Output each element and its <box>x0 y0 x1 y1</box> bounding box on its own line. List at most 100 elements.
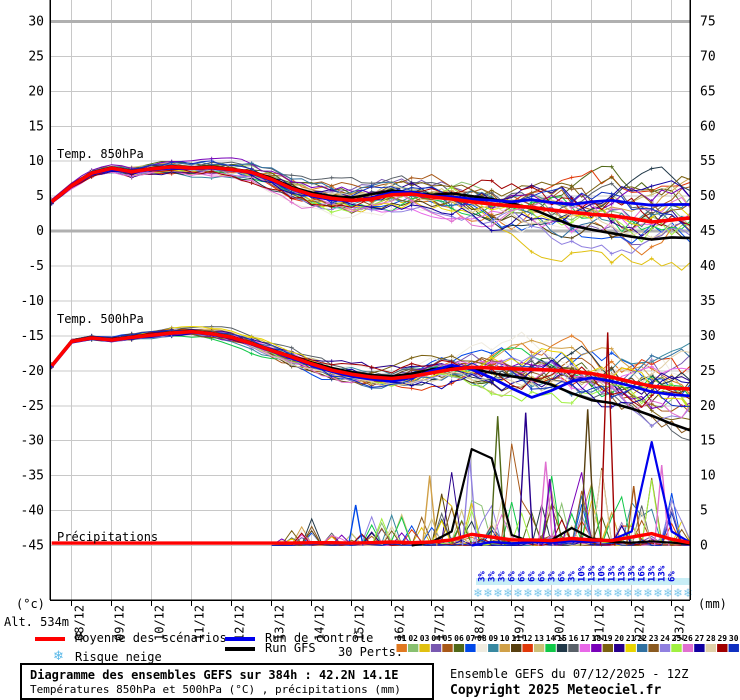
svg-text:❄: ❄ <box>573 586 582 601</box>
svg-text:3%: 3% <box>478 571 488 582</box>
svg-text:20: 20 <box>28 84 44 99</box>
snow-risk-row: ❄ ❄ ❄ ❄ ❄ ❄ ❄ ❄ ❄ ❄ ❄ ❄ ❄ ❄ ❄ ❄ ❄ ❄ ❄ ❄ ❄ ❄3% 3% 3% 6% 6% 6% 6% 3% 6%… <box>473 565 692 601</box>
svg-text:0: 0 <box>700 539 708 554</box>
chart-subtitle: Températures 850hPa et 500hPa (°C) , pré… <box>30 683 401 696</box>
chart-title: Diagramme des ensembles GEFS sur 384h : … <box>30 668 399 682</box>
svg-text:-10: -10 <box>21 294 44 309</box>
svg-text:13: 13 <box>534 634 544 643</box>
snowflake-icon: ❄ <box>53 649 64 664</box>
svg-text:5: 5 <box>36 189 44 204</box>
control-line-swatch <box>225 637 255 641</box>
svg-text:❄: ❄ <box>633 586 642 601</box>
svg-text:13%: 13% <box>588 565 598 582</box>
svg-text:30: 30 <box>700 329 716 344</box>
svg-text:❄: ❄ <box>583 586 592 601</box>
legend-snow-label: Risque neige <box>75 650 162 664</box>
svg-text:16/12: 16/12 <box>393 605 407 641</box>
svg-text:❄: ❄ <box>593 586 602 601</box>
svg-text:❄: ❄ <box>533 586 542 601</box>
svg-text:20: 20 <box>700 399 716 414</box>
svg-text:3%: 3% <box>568 571 578 582</box>
svg-text:45: 45 <box>700 224 716 239</box>
svg-text:12/12: 12/12 <box>233 605 247 641</box>
svg-text:3%: 3% <box>488 571 498 582</box>
svg-text:13/12: 13/12 <box>273 605 287 641</box>
svg-text:07: 07 <box>466 634 476 643</box>
svg-text:24: 24 <box>660 634 670 643</box>
svg-text:❄: ❄ <box>503 586 512 601</box>
legend-gfs-label: Run GFS <box>265 641 316 655</box>
svg-text:❄: ❄ <box>553 586 562 601</box>
svg-text:-15: -15 <box>21 329 44 344</box>
svg-text:❄: ❄ <box>643 586 652 601</box>
svg-text:15/12: 15/12 <box>353 605 367 641</box>
svg-text:23: 23 <box>649 634 659 643</box>
label-temp-500: Temp. 500hPa <box>57 312 144 326</box>
svg-text:25: 25 <box>700 364 716 379</box>
svg-text:❄: ❄ <box>663 586 672 601</box>
svg-text:09/12: 09/12 <box>113 605 127 641</box>
svg-text:6%: 6% <box>508 571 518 582</box>
copyright: Copyright 2025 Meteociel.fr <box>450 683 662 698</box>
svg-text:25: 25 <box>28 49 44 64</box>
svg-text:70: 70 <box>700 49 716 64</box>
svg-text:6%: 6% <box>668 571 678 582</box>
svg-text:20: 20 <box>614 634 624 643</box>
svg-text:❄: ❄ <box>543 586 552 601</box>
svg-text:02: 02 <box>408 634 418 643</box>
svg-text:11: 11 <box>511 634 521 643</box>
svg-text:-20: -20 <box>21 364 44 379</box>
svg-text:10: 10 <box>700 469 716 484</box>
svg-text:10%: 10% <box>578 565 588 582</box>
run-info: Ensemble GEFS du 07/12/2025 - 12Z <box>450 667 689 681</box>
svg-text:11/12: 11/12 <box>193 605 207 641</box>
svg-text:30: 30 <box>729 634 739 643</box>
svg-text:30: 30 <box>28 14 44 29</box>
svg-text:35: 35 <box>700 294 716 309</box>
svg-text:16: 16 <box>569 634 579 643</box>
svg-text:❄: ❄ <box>623 586 632 601</box>
svg-text:22/12: 22/12 <box>633 605 647 641</box>
svg-text:23/12: 23/12 <box>673 605 687 641</box>
svg-text:❄: ❄ <box>493 586 502 601</box>
svg-text:10/12: 10/12 <box>153 605 167 641</box>
svg-text:27: 27 <box>695 634 705 643</box>
svg-text:5: 5 <box>700 504 708 519</box>
svg-text:40: 40 <box>700 259 716 274</box>
svg-text:10%: 10% <box>598 565 608 582</box>
svg-text:13%: 13% <box>648 565 658 582</box>
svg-text:20/12: 20/12 <box>553 605 567 641</box>
svg-text:21: 21 <box>626 634 636 643</box>
label-precipitations: Précipitations <box>57 530 158 544</box>
svg-text:❄: ❄ <box>563 586 572 601</box>
svg-text:05: 05 <box>443 634 453 643</box>
svg-text:13%: 13% <box>608 565 618 582</box>
svg-text:13%: 13% <box>658 565 668 582</box>
curves <box>50 156 690 548</box>
svg-text:6%: 6% <box>538 571 548 582</box>
svg-text:60: 60 <box>700 119 716 134</box>
axes <box>49 0 691 606</box>
svg-text:25: 25 <box>672 634 682 643</box>
svg-text:14: 14 <box>546 634 556 643</box>
svg-text:❄: ❄ <box>683 586 692 601</box>
svg-text:15: 15 <box>28 119 44 134</box>
svg-text:-5: -5 <box>28 259 44 274</box>
svg-text:❄: ❄ <box>513 586 522 601</box>
svg-text:16%: 16% <box>638 565 648 582</box>
svg-text:65: 65 <box>700 84 716 99</box>
svg-text:-30: -30 <box>21 434 44 449</box>
svg-text:10: 10 <box>28 154 44 169</box>
gfs-line-swatch <box>225 647 255 651</box>
label-temp-850: Temp. 850hPa <box>57 147 144 161</box>
svg-text:❄: ❄ <box>473 586 482 601</box>
perts-legend: 01 02 03 04 05 06 07 08 09 10 11 12 13 14 15 16 17 18 19 20… <box>396 634 739 652</box>
svg-text:15: 15 <box>557 634 567 643</box>
legend-mean-label: Moyenne des scénarios <box>75 631 227 645</box>
svg-text:50: 50 <box>700 189 716 204</box>
svg-text:14/12: 14/12 <box>313 605 327 641</box>
altitude-label: Alt. 534m <box>4 615 70 629</box>
svg-text:22: 22 <box>637 634 647 643</box>
svg-text:08: 08 <box>477 634 487 643</box>
